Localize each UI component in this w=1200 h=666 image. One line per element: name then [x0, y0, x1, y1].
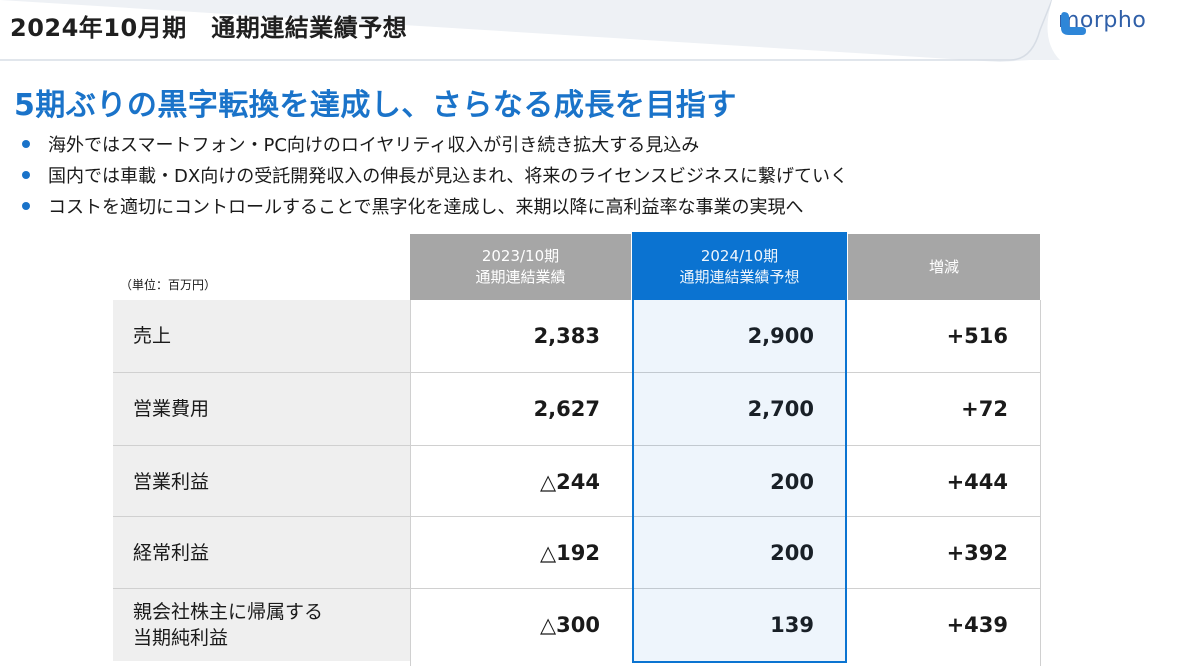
table-row-ordinary-profit: 経常利益 △192 200 +392 — [113, 517, 1040, 589]
bullet-text: コストを適切にコントロールすることで黒字化を達成し、来期以降に高利益率な事業の実… — [48, 196, 804, 218]
row-label-cell: 営業利益 — [113, 446, 410, 518]
column-divider — [1040, 300, 1041, 666]
row-divider — [113, 588, 1040, 589]
change-value: +444 — [946, 470, 1008, 494]
column-header-line2: 通期連結業績予想 — [679, 268, 800, 286]
bullet-dot-icon — [22, 170, 30, 179]
company-logo: morpho — [1058, 8, 1146, 35]
unit-note: （単位：百万円） — [120, 278, 217, 292]
table-row-net-income: 親会社株主に帰属する 当期純利益 △300 139 +439 — [113, 589, 1040, 661]
prev-value: △300 — [540, 613, 600, 637]
row-label: 営業費用 — [133, 398, 210, 420]
forecast-value: 2,700 — [747, 397, 814, 421]
column-header-change: 増減 — [848, 234, 1040, 300]
forecast-value: 139 — [770, 613, 814, 637]
row-label-cell: 経常利益 — [113, 517, 410, 589]
bullet-item: コストを適切にコントロールすることで黒字化を達成し、来期以降に高利益率な事業の実… — [22, 190, 848, 221]
bullet-list: 海外ではスマートフォン・PC向けのロイヤリティ収入が引き続き拡大する見込み 国内… — [22, 128, 848, 221]
row-label: 営業利益 — [133, 471, 210, 493]
prev-value: 2,627 — [533, 397, 600, 421]
header-background — [0, 0, 1200, 62]
header-bar: 2024年10月期 通期連結業績予想 morpho — [0, 0, 1200, 62]
change-value: +392 — [946, 541, 1008, 565]
column-divider — [410, 300, 411, 666]
row-label-cell: 売上 — [113, 300, 410, 372]
forecast-value: 2,900 — [747, 324, 814, 348]
row-label: 親会社株主に帰属する 当期純利益 — [133, 601, 324, 649]
change-value: +516 — [946, 324, 1008, 348]
forecast-value: 200 — [770, 541, 814, 565]
table-row-operating-expenses: 営業費用 2,627 2,700 +72 — [113, 373, 1040, 445]
bullet-text: 海外ではスマートフォン・PC向けのロイヤリティ収入が引き続き拡大する見込み — [48, 134, 700, 156]
column-header-line1: 増減 — [928, 257, 959, 276]
change-value: +72 — [961, 397, 1008, 421]
row-divider — [113, 516, 1040, 517]
column-header-line1: 2023/10期 — [481, 247, 560, 265]
morpho-logo-icon — [1061, 12, 1086, 35]
row-label: 売上 — [133, 325, 172, 347]
bullet-item: 海外ではスマートフォン・PC向けのロイヤリティ収入が引き続き拡大する見込み — [22, 128, 848, 159]
prev-value: △192 — [540, 541, 600, 565]
bullet-dot-icon — [22, 201, 30, 210]
forecast-value: 200 — [770, 470, 814, 494]
row-divider — [113, 445, 1040, 446]
column-header-prev-year: 2023/10期 通期連結業績 — [410, 234, 631, 300]
row-label-cell: 親会社株主に帰属する 当期純利益 — [113, 589, 410, 661]
page-title: 2024年10月期 通期連結業績予想 — [10, 14, 408, 42]
row-label-cell: 営業費用 — [113, 373, 410, 445]
row-label: 経常利益 — [133, 542, 210, 564]
row-divider — [113, 372, 1040, 373]
prev-value: △244 — [540, 470, 600, 494]
column-header-forecast: 2024/10期 通期連結業績予想 — [634, 234, 845, 300]
headline: 5期ぶりの黒字転換を達成し、さらなる成長を目指す — [14, 88, 737, 123]
column-header-line2: 通期連結業績 — [475, 268, 566, 286]
bullet-dot-icon — [22, 139, 30, 148]
forecast-column-highlight — [632, 232, 847, 663]
column-header-line1: 2024/10期 — [700, 247, 779, 265]
table-row-operating-profit: 営業利益 △244 200 +444 — [113, 446, 1040, 518]
table-row-sales: 売上 2,383 2,900 +516 — [113, 300, 1040, 372]
bullet-item: 国内では車載・DX向けの受託開発収入の伸長が見込まれ、将来のライセンスビジネスに… — [22, 159, 848, 190]
change-value: +439 — [946, 613, 1008, 637]
prev-value: 2,383 — [533, 324, 600, 348]
bullet-text: 国内では車載・DX向けの受託開発収入の伸長が見込まれ、将来のライセンスビジネスに… — [48, 165, 849, 187]
